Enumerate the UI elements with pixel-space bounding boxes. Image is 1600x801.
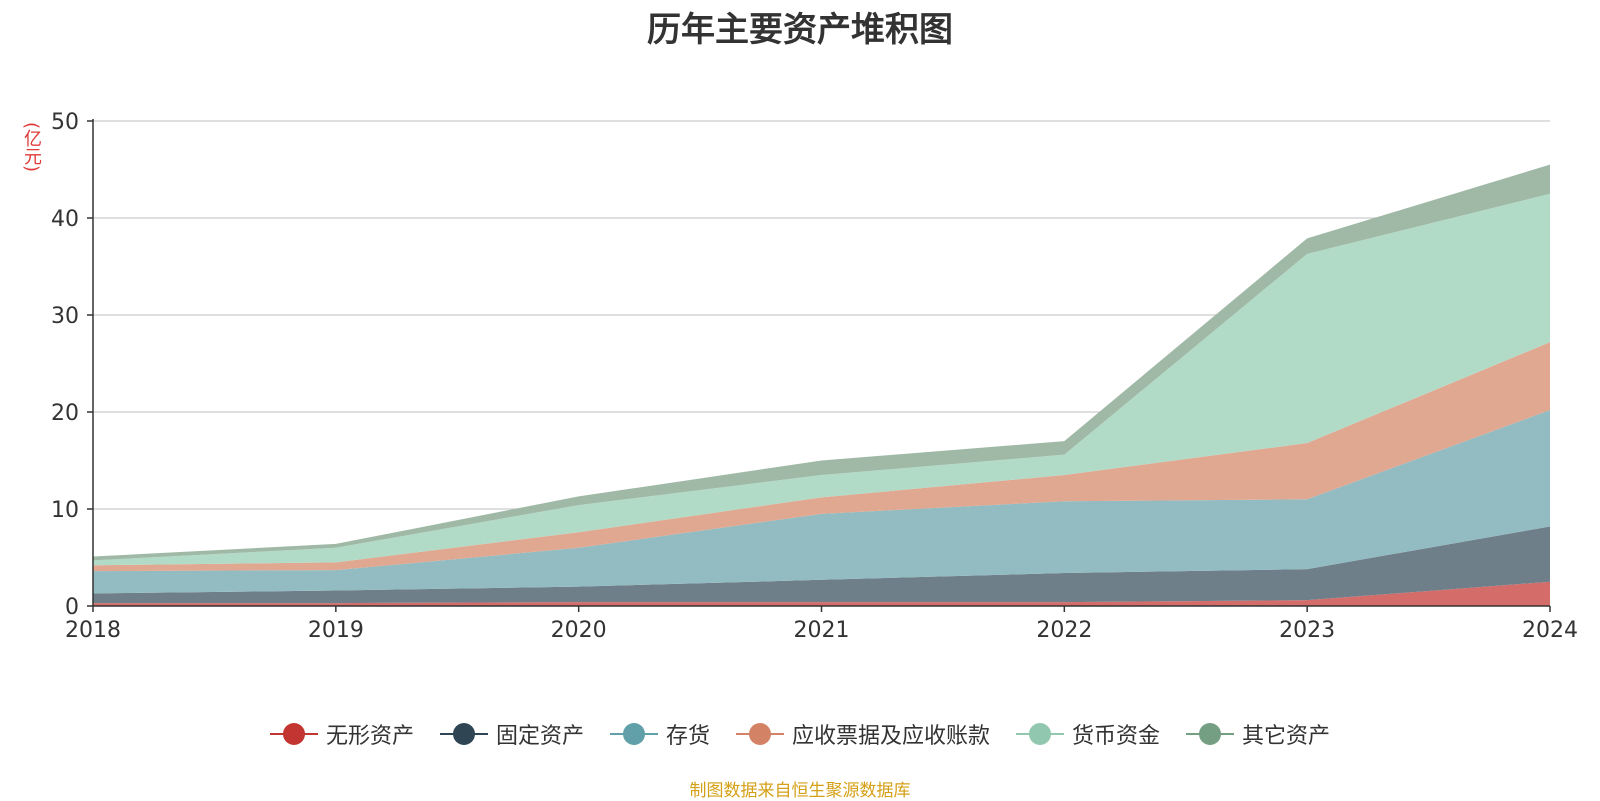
x-tick-label: 2020 [551, 618, 607, 643]
x-tick-label: 2024 [1522, 618, 1578, 643]
legend-marker-icon [609, 722, 658, 746]
legend-marker-icon [736, 722, 784, 746]
area-series-1 [93, 581, 1550, 606]
legend-marker-icon [1186, 722, 1235, 746]
area-series-3 [93, 410, 1550, 594]
x-tick-label: 2019 [308, 618, 364, 643]
source-note: 制图数据来自恒生聚源数据库 [689, 781, 911, 801]
y-tick-label: 20 [51, 401, 79, 426]
legend-item-6[interactable]: 其它资产 [1186, 718, 1330, 750]
legend-label: 应收票据及应收账款 [792, 724, 991, 749]
y-tick-label: 50 [51, 110, 79, 135]
x-tick-label: 2023 [1279, 618, 1335, 643]
y-tick-label: 10 [51, 498, 79, 523]
x-tick-label: 2018 [65, 618, 121, 643]
legend-marker-icon [269, 722, 318, 746]
legend-item-4[interactable]: 应收票据及应收账款 [736, 718, 990, 750]
legend-marker-icon [439, 722, 488, 746]
legend-item-5[interactable]: 货币资金 [1016, 718, 1160, 750]
legend-label: 存货 [665, 724, 710, 749]
legend-item-1[interactable]: 无形资产 [269, 718, 414, 750]
legend-label: 固定资产 [495, 724, 584, 749]
x-tick-label: 2021 [794, 618, 850, 643]
legend-label: 其它资产 [1242, 724, 1331, 749]
y-axis-unit-label: (亿元) [21, 122, 42, 173]
legend-item-2[interactable]: 固定资产 [439, 718, 584, 750]
legend-label: 无形资产 [325, 724, 414, 749]
y-tick-label: 40 [51, 207, 79, 232]
area-series-5 [93, 193, 1550, 566]
area-series-2 [93, 526, 1550, 604]
legend-label: 货币资金 [1072, 724, 1161, 749]
y-tick-label: 30 [51, 304, 79, 329]
y-tick-label: 0 [65, 595, 79, 620]
area-series-4 [93, 342, 1550, 572]
legend-marker-icon [1016, 722, 1065, 746]
chart-title: 历年主要资产堆积图 [647, 10, 953, 50]
x-tick-label: 2022 [1036, 618, 1092, 643]
legend: 无形资产 固定资产 存货 应收票据及应收账款 货币资金 其它资产 [0, 718, 1600, 750]
legend-item-3[interactable]: 存货 [609, 718, 710, 750]
